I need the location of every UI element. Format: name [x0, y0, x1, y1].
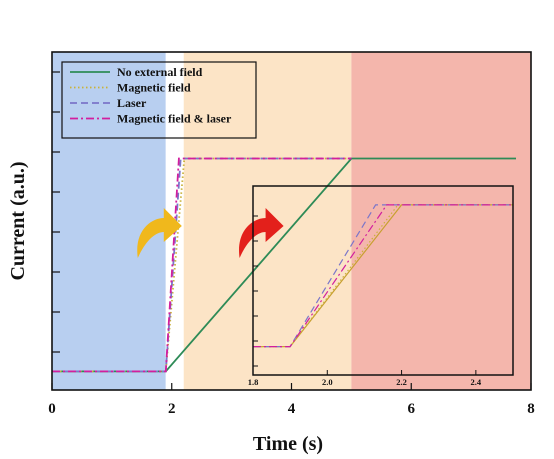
inset-zoom-panel: 1.8 2.0 2.2 2.4	[248, 185, 514, 387]
x-tick-label: 0	[48, 401, 56, 417]
annotation-arrows	[137, 208, 284, 258]
series-lines	[52, 157, 516, 373]
x-tick-label: 2	[168, 401, 176, 417]
curved-arrow-icon-1	[239, 208, 284, 258]
legend-box	[61, 61, 257, 139]
inset-x-tick-label: 2.0	[322, 377, 333, 387]
y-axis-title: Current (a.u.)	[7, 161, 29, 280]
legend-label-0: No external field	[117, 65, 203, 79]
legend-label-3: Magnetic field & laser	[117, 112, 232, 126]
background-region-3	[351, 52, 531, 390]
background-region-0	[52, 52, 166, 390]
x-tick-label: 4	[288, 401, 296, 417]
inset-x-tick-label: 2.4	[471, 377, 482, 387]
inset-series-line-3	[253, 204, 513, 348]
legend-label-2: Laser	[117, 96, 147, 110]
inset-x-tick-label: 1.8	[248, 377, 259, 387]
x-tick-label: 8	[527, 401, 535, 417]
y-tick-marks	[52, 71, 60, 353]
series-line-3	[52, 157, 352, 373]
x-tick-label: 6	[408, 401, 416, 417]
legend-label-1: Magnetic field	[117, 81, 191, 95]
x-tick-labels: 0 2 4 6 8	[48, 383, 535, 417]
inset-frame	[252, 185, 514, 376]
curved-arrow-icon-0	[137, 208, 182, 258]
inset-x-tick-label: 2.2	[396, 377, 407, 387]
x-axis-title: Time (s)	[253, 433, 323, 455]
